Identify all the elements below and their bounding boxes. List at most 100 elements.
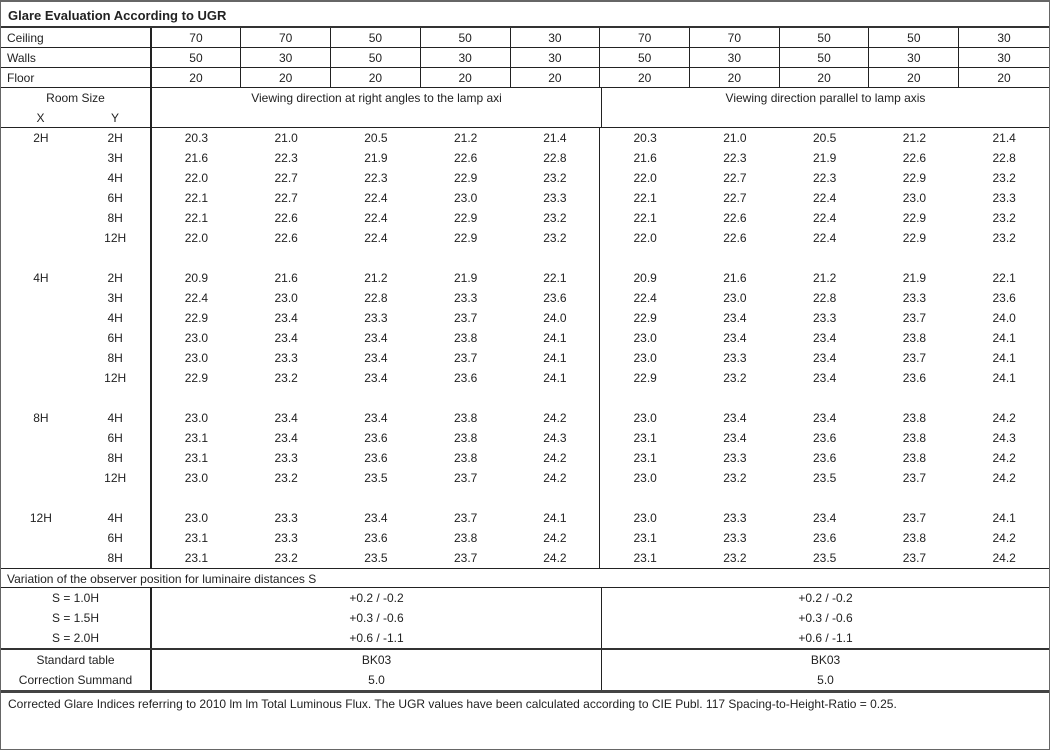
reflectance-value: 70 [152, 28, 242, 47]
spacer [241, 248, 331, 268]
ugr-value: 22.3 [364, 171, 388, 185]
standard-table-label: Standard table [1, 650, 152, 670]
ugr-value: 23.4 [364, 351, 388, 365]
reflectance-value: 30 [511, 28, 601, 47]
reflectance-value: 50 [152, 48, 242, 67]
reflectance-row: Walls 50 30 50 30 30 50 30 50 30 30 [1, 48, 1049, 68]
ugr-value: 21.6 [274, 271, 298, 285]
reflectance-value: 20 [241, 68, 332, 87]
ugr-value: 24.2 [992, 471, 1016, 485]
variation-row: S = 1.5H +0.3 / -0.6 +0.3 / -0.6 [1, 608, 1049, 628]
room-x: 4H [33, 271, 49, 285]
ugr-value: 22.3 [274, 151, 298, 165]
ugr-value: 23.5 [364, 551, 388, 565]
table-row: 6H 23.1 23.3 23.6 23.8 24.2 23.1 23.3 23.6 23.8 24… [1, 528, 1049, 548]
table-row: 4H 22.9 23.4 23.3 23.7 24.0 22.9 23.4 23.3 23.7 24… [1, 308, 1049, 328]
ugr-value: 21.0 [274, 131, 298, 145]
ugr-value: 22.1 [511, 268, 601, 288]
ugr-value: 23.5 [813, 551, 837, 565]
room-x [1, 148, 81, 168]
footer-note: Corrected Glare Indices referring to 201… [1, 690, 1049, 752]
ugr-value: 22.0 [184, 171, 209, 185]
ugr-value: 23.4 [723, 331, 747, 345]
ugr-value: 23.0 [902, 191, 927, 205]
ugr-value: 23.4 [364, 511, 388, 525]
ugr-value: 22.7 [723, 171, 747, 185]
spacer [600, 488, 690, 508]
ugr-value: 21.0 [723, 131, 747, 145]
reflectance-value: 20 [600, 68, 690, 87]
ugr-value: 22.7 [723, 191, 747, 205]
spacer [870, 388, 960, 408]
variation-right: +0.6 / -1.1 [152, 628, 602, 648]
ugr-value: 24.0 [992, 311, 1016, 325]
ugr-value: 23.8 [454, 431, 478, 445]
ugr-value: 22.1 [184, 191, 209, 205]
reflectance-label: Ceiling [1, 28, 152, 47]
table-row: 4H 2H 20.9 21.6 21.2 21.9 22.1 20.9 21.6 21.2 21.9… [1, 268, 1049, 288]
ugr-value: 21.4 [511, 128, 601, 148]
room-x [1, 468, 81, 488]
reflectance-value: 20 [997, 71, 1011, 85]
ugr-value: 24.1 [511, 508, 601, 528]
spacer [421, 388, 511, 408]
ugr-value: 23.3 [274, 511, 298, 525]
standard-table-row: Standard table BK03 BK03 [1, 650, 1049, 670]
ugr-value: 23.8 [454, 531, 478, 545]
ugr-value: 24.1 [511, 368, 601, 388]
reflectance-value: 50 [600, 48, 690, 67]
room-x [1, 428, 81, 448]
ugr-value: 24.2 [992, 411, 1016, 425]
ugr-value: 23.2 [723, 371, 747, 385]
ugr-value: 23.7 [454, 471, 478, 485]
ugr-value: 23.6 [511, 288, 601, 308]
reflectance-value: 50 [421, 28, 511, 47]
reflectance-value: 50 [869, 28, 960, 47]
ugr-value: 23.4 [364, 371, 388, 385]
spacer [780, 488, 870, 508]
ugr-value: 23.8 [902, 451, 927, 465]
ugr-value: 21.9 [902, 271, 927, 285]
ugr-value: 23.4 [723, 411, 747, 425]
correction-summand-row: Correction Summand 5.0 5.0 [1, 670, 1049, 690]
variation-parallel: +0.6 / -1.1 [798, 631, 853, 645]
room-y: 2H [81, 268, 152, 288]
ugr-value: 23.4 [274, 431, 298, 445]
x-label: X [36, 111, 45, 125]
room-y: 3H [81, 148, 152, 168]
reflectance-value: 70 [690, 28, 780, 47]
ugr-value: 22.9 [454, 171, 478, 185]
ugr-value: 23.3 [992, 191, 1016, 205]
spacer [870, 488, 960, 508]
ugr-value: 24.1 [992, 371, 1016, 385]
spacer [780, 388, 870, 408]
spacer [152, 488, 242, 508]
room-x [1, 528, 81, 548]
ugr-value: 23.0 [633, 511, 657, 525]
reflectance-value: 30 [869, 48, 960, 67]
room-y: 6H [81, 428, 152, 448]
spacer [780, 248, 870, 268]
ugr-value: 23.4 [274, 311, 298, 325]
reflectance-value: 30 [421, 48, 511, 67]
table-row: 8H 23.1 23.3 23.6 23.8 24.2 23.1 23.3 23.6 23.8 24… [1, 448, 1049, 468]
reflectance-value: 30 [241, 48, 332, 67]
ugr-value: 22.6 [902, 151, 927, 165]
reflectance-value: 20 [331, 68, 421, 87]
ugr-value: 23.4 [274, 411, 298, 425]
ugr-value: 23.3 [364, 311, 388, 325]
ugr-value: 23.1 [184, 451, 209, 465]
spacer [152, 388, 242, 408]
ugr-value: 23.6 [813, 451, 837, 465]
variation-label: Variation of the observer position for l… [1, 568, 1049, 588]
ugr-value: 23.6 [364, 451, 388, 465]
ugr-value: 24.2 [511, 548, 601, 568]
ugr-value: 22.9 [633, 371, 657, 385]
ugr-value: 22.8 [813, 291, 837, 305]
ugr-value: 23.2 [992, 231, 1016, 245]
ugr-value: 23.1 [633, 531, 657, 545]
ugr-value: 23.0 [184, 511, 209, 525]
ugr-value: 23.7 [454, 351, 478, 365]
spacer [959, 488, 1049, 508]
ugr-value: 23.2 [511, 208, 601, 228]
